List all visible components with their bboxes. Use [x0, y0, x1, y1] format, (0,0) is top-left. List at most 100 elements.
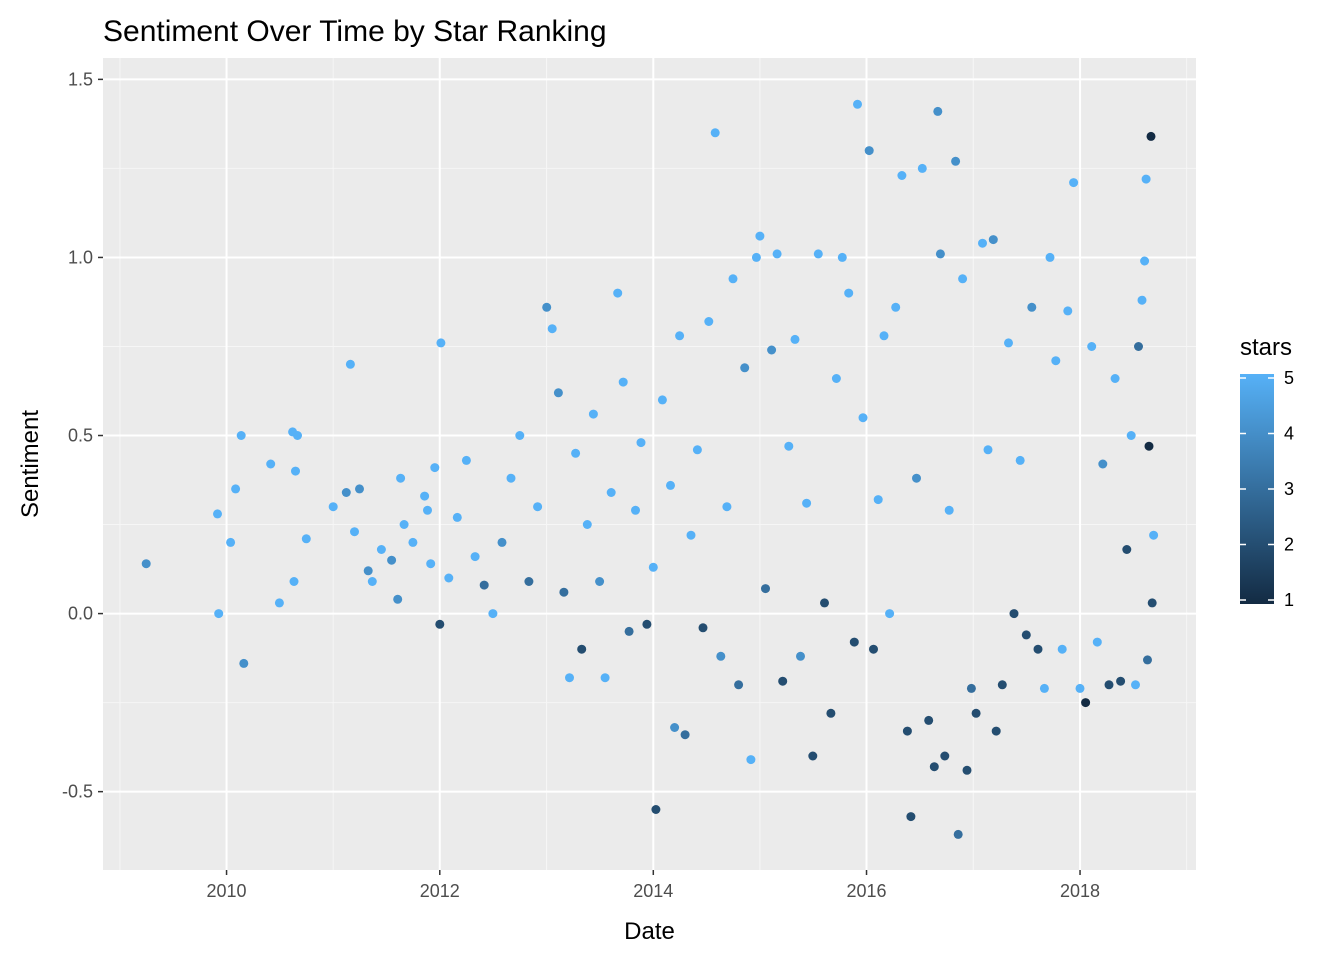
data-point: [1092, 637, 1102, 647]
data-point: [924, 715, 934, 725]
data-point: [680, 730, 690, 740]
x-tick-label: 2018: [1060, 881, 1100, 901]
data-point: [858, 413, 868, 423]
data-point: [293, 431, 302, 440]
x-tick-label: 2010: [207, 881, 247, 901]
data-point: [553, 388, 563, 398]
data-point: [670, 723, 680, 732]
data-point: [869, 644, 878, 654]
data-point: [328, 502, 338, 512]
data-point: [778, 676, 788, 686]
data-point: [692, 445, 702, 455]
x-axis: 2010 2012 2014 2016 2018: [207, 870, 1100, 901]
data-point: [387, 555, 397, 565]
data-point: [767, 345, 777, 355]
data-point: [971, 708, 981, 718]
data-point: [274, 598, 284, 608]
data-point: [595, 577, 605, 586]
data-point: [966, 683, 976, 693]
data-point: [820, 598, 829, 608]
legend-label: 3: [1284, 479, 1294, 499]
data-point: [988, 235, 998, 245]
major-gridlines: [103, 58, 1196, 870]
data-point: [289, 577, 299, 586]
data-point: [1015, 455, 1025, 465]
data-point: [1134, 342, 1143, 351]
legend: stars 1 2 3 4 5: [1240, 334, 1294, 610]
data-point: [461, 455, 471, 465]
data-point: [1126, 431, 1136, 440]
data-point: [686, 530, 696, 540]
data-point: [618, 377, 628, 387]
data-point: [577, 644, 587, 654]
data-point: [906, 812, 916, 822]
data-point: [266, 459, 276, 469]
data-point: [444, 573, 454, 583]
data-point: [565, 673, 574, 683]
data-point: [746, 755, 756, 765]
data-point: [236, 431, 246, 440]
data-point: [452, 512, 462, 522]
data-point: [301, 534, 311, 544]
data-point: [772, 249, 782, 259]
data-point: [1104, 680, 1114, 690]
data-point: [929, 762, 939, 772]
data-point: [844, 288, 854, 298]
x-tick-label: 2012: [420, 881, 460, 901]
data-point: [470, 552, 480, 562]
data-point: [1122, 545, 1132, 554]
data-point: [734, 680, 744, 690]
data-point: [524, 577, 534, 586]
data-point: [813, 249, 823, 259]
legend-title: stars: [1240, 334, 1292, 361]
data-point: [571, 448, 581, 458]
data-point: [613, 288, 623, 298]
data-point: [559, 587, 569, 597]
data-point: [784, 441, 794, 451]
data-point: [515, 431, 525, 440]
legend-ticks: 1 2 3 4 5: [1240, 368, 1294, 610]
data-point: [636, 438, 646, 448]
data-point: [666, 480, 675, 490]
legend-label: 5: [1284, 368, 1294, 388]
data-point: [849, 637, 859, 647]
data-point: [1137, 295, 1147, 305]
data-point: [935, 249, 945, 259]
data-point: [790, 334, 800, 344]
data-point: [588, 409, 598, 419]
data-point: [355, 484, 364, 494]
data-point: [1075, 683, 1085, 693]
x-tick-label: 2014: [633, 881, 673, 901]
data-point: [944, 505, 954, 515]
data-point: [547, 324, 557, 334]
data-point: [435, 619, 445, 629]
data-point: [755, 231, 765, 241]
data-point: [239, 658, 249, 668]
data-point: [873, 495, 883, 505]
data-point: [423, 505, 432, 515]
data-point: [1004, 338, 1013, 348]
data-point: [704, 317, 714, 326]
data-point: [831, 374, 841, 383]
data-point: [1149, 530, 1159, 540]
y-tick-label: -0.5: [62, 782, 93, 802]
data-point: [1069, 178, 1079, 188]
data-point: [940, 751, 950, 761]
data-point: [624, 626, 634, 636]
data-point: [367, 577, 377, 586]
data-point: [997, 680, 1007, 690]
data-point: [1140, 256, 1150, 266]
minor-gridlines: [103, 58, 1196, 870]
data-point: [542, 302, 552, 312]
x-tick-label: 2016: [846, 881, 886, 901]
chart-title: Sentiment Over Time by Star Ranking: [103, 15, 607, 48]
data-point: [291, 466, 300, 476]
data-point: [1116, 676, 1126, 686]
data-point: [1110, 374, 1120, 383]
data-point: [902, 726, 912, 736]
data-point: [226, 537, 236, 547]
data-point: [376, 545, 386, 554]
data-point: [420, 491, 430, 501]
data-point: [506, 473, 516, 483]
